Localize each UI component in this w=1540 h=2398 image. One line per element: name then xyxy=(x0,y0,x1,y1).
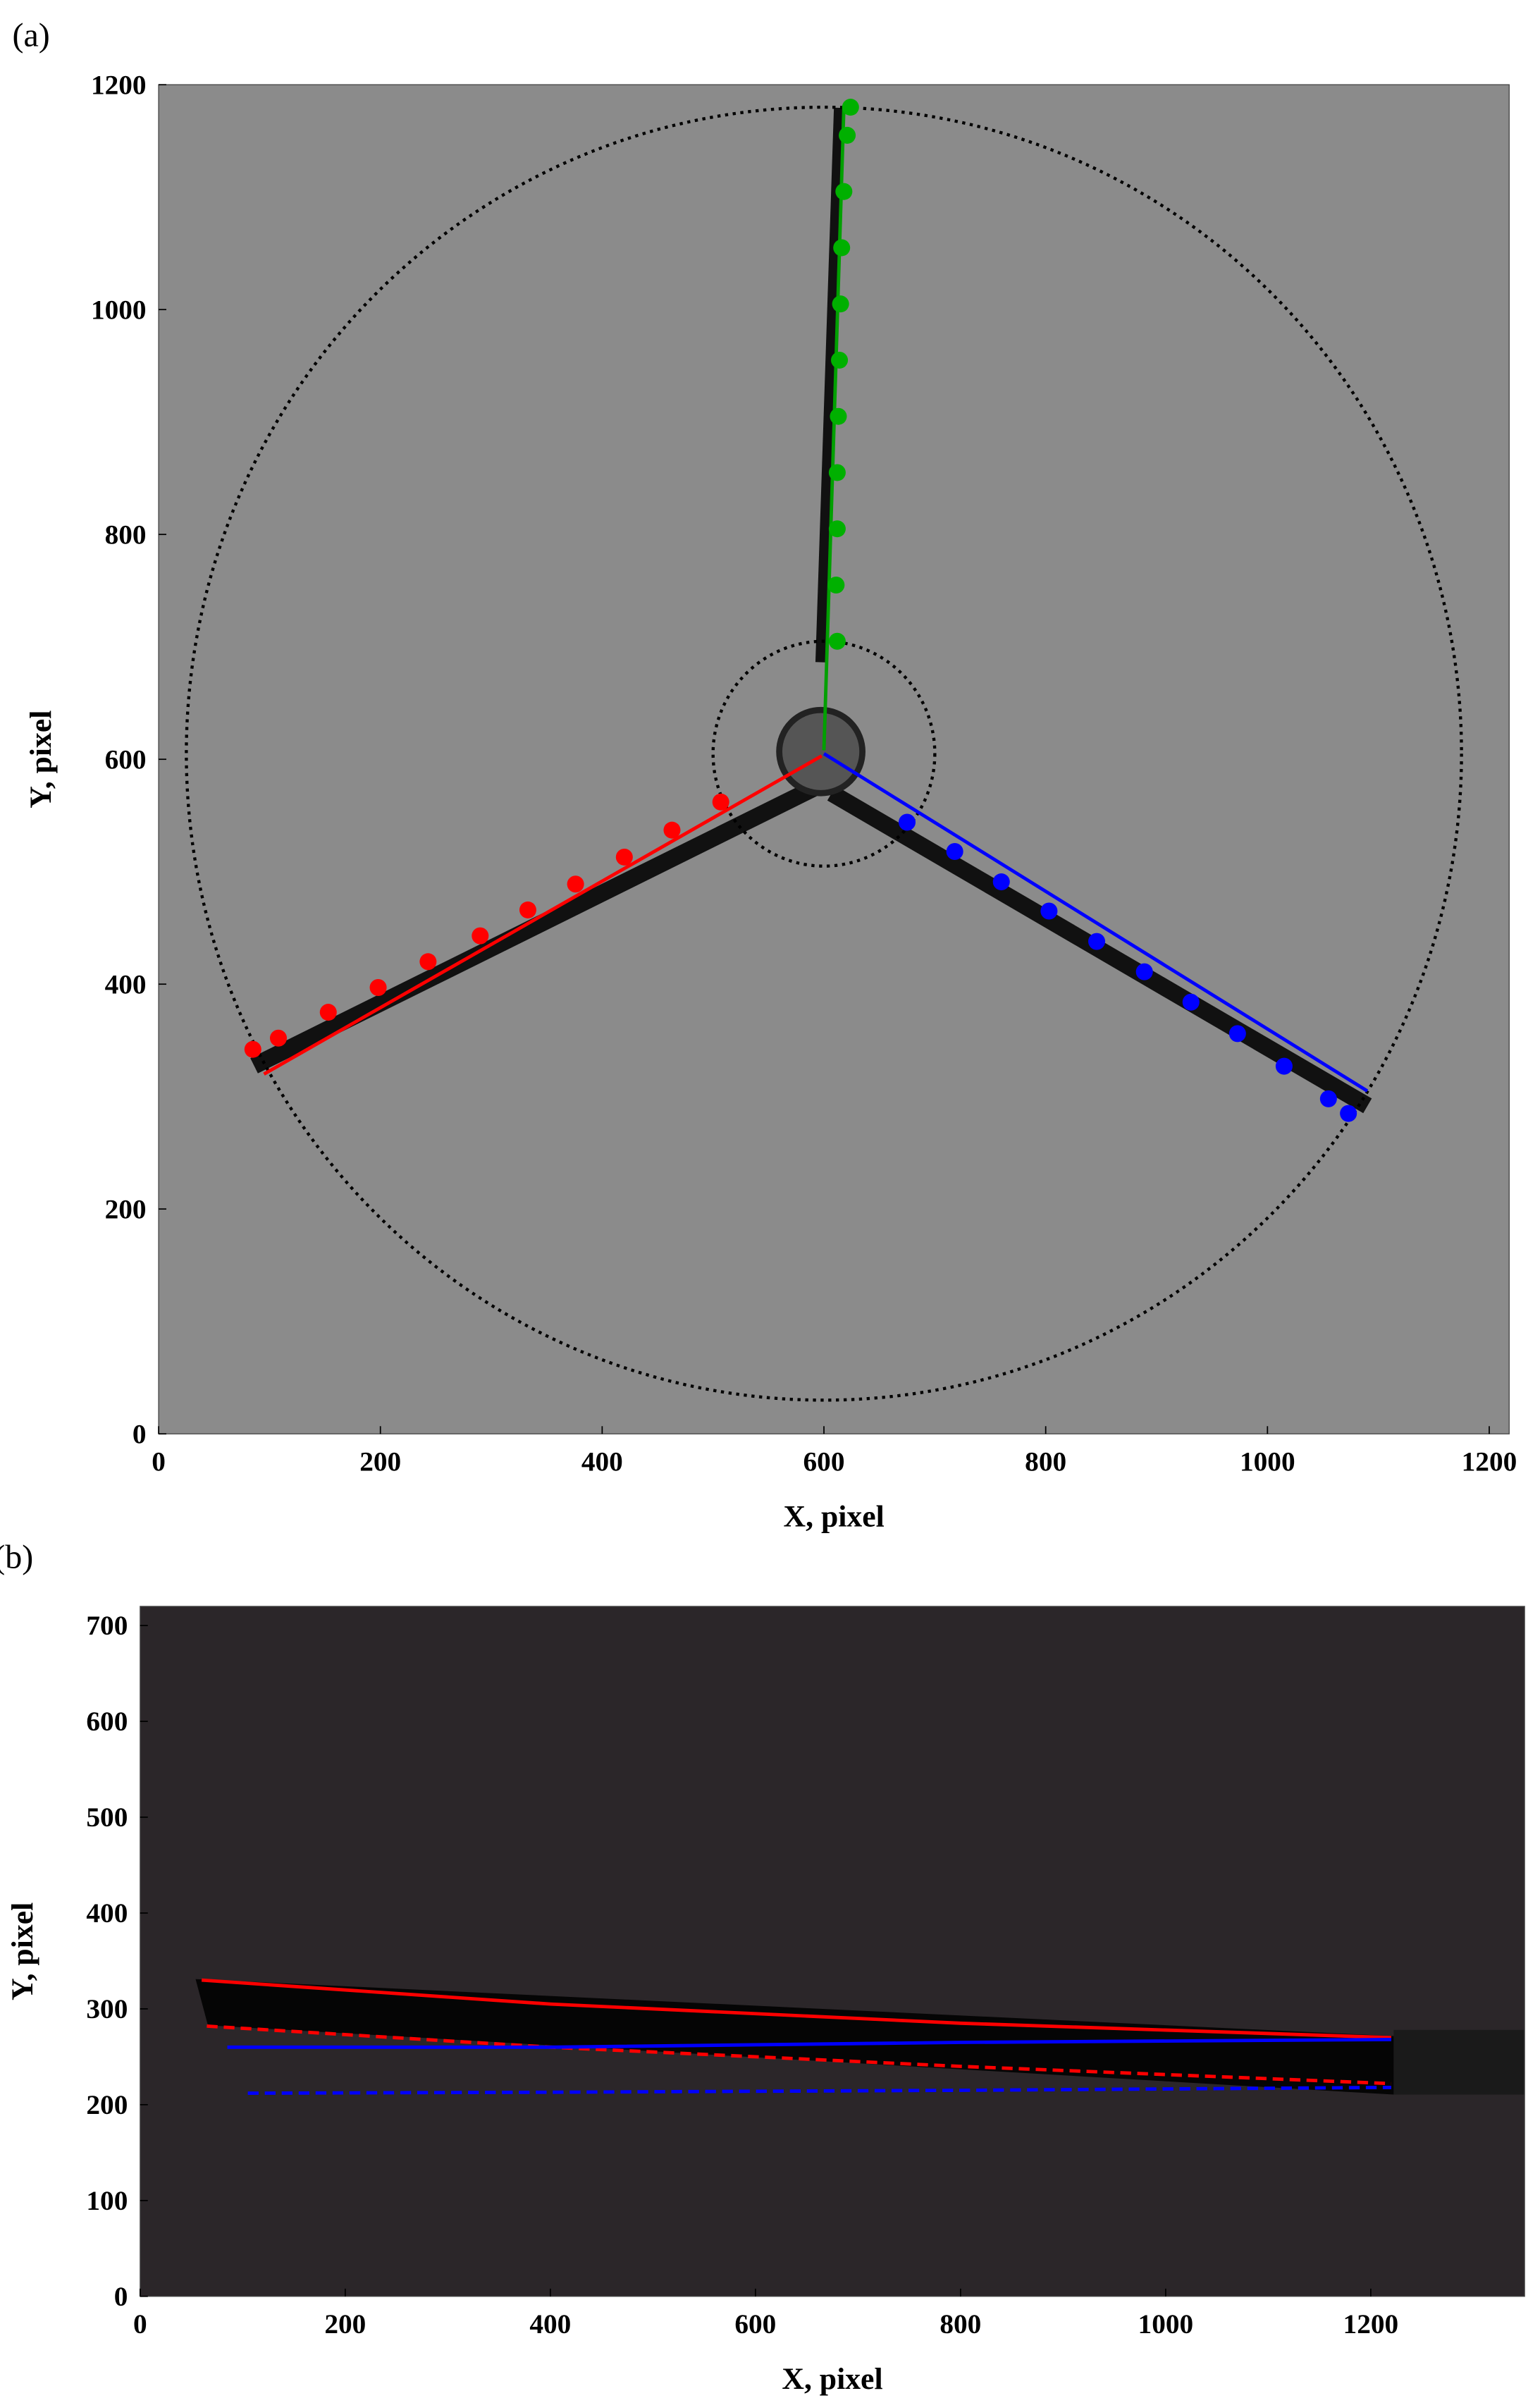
marker xyxy=(839,126,856,144)
x-tick-label: 400 xyxy=(529,2308,571,2339)
x-tick-label: 400 xyxy=(581,1446,623,1477)
marker xyxy=(828,632,846,650)
marker xyxy=(419,953,437,971)
marker xyxy=(567,875,584,893)
marker xyxy=(992,873,1010,891)
marker xyxy=(1340,1105,1357,1122)
marker xyxy=(1088,933,1106,950)
plot-frame xyxy=(140,1606,1525,2297)
marker xyxy=(828,520,846,538)
y-tick-label: 400 xyxy=(105,969,147,1000)
marker xyxy=(1228,1025,1246,1043)
marker xyxy=(712,793,729,811)
y-tick-label: 300 xyxy=(86,1993,128,2024)
y-axis-label: Y, pixel xyxy=(24,711,58,808)
marker xyxy=(830,407,847,425)
x-tick-label: 1000 xyxy=(1138,2308,1194,2339)
y-tick-label: 0 xyxy=(133,1418,147,1449)
x-tick-label: 0 xyxy=(133,2308,147,2339)
fit-line xyxy=(227,2038,1391,2049)
marker xyxy=(472,927,489,945)
fit-line xyxy=(822,106,846,751)
x-tick-label: 1200 xyxy=(1343,2308,1399,2339)
marker xyxy=(244,1040,261,1058)
marker xyxy=(1135,963,1153,980)
marker xyxy=(832,295,849,313)
marker xyxy=(319,1004,337,1021)
blade xyxy=(195,1979,1394,2095)
fit-line xyxy=(263,754,823,1076)
marker xyxy=(898,813,916,831)
fit-line xyxy=(207,2024,1392,2086)
x-tick-label: 200 xyxy=(324,2308,366,2339)
hub xyxy=(776,706,866,797)
marker xyxy=(1040,902,1058,920)
y-tick-label: 700 xyxy=(86,1610,128,1641)
x-tick-label: 0 xyxy=(152,1446,166,1477)
panel-label: (b) xyxy=(0,1538,33,1575)
blade xyxy=(827,785,1372,1114)
marker xyxy=(833,239,851,257)
y-tick-label: 200 xyxy=(86,2089,128,2120)
x-tick-label: 600 xyxy=(734,2308,776,2339)
photo-b xyxy=(140,1606,1525,2296)
panel-label: (a) xyxy=(12,17,49,54)
marker xyxy=(831,351,849,369)
x-axis-label: X, pixel xyxy=(782,2362,882,2396)
y-tick-label: 800 xyxy=(105,519,147,550)
x-tick-label: 800 xyxy=(940,2308,981,2339)
x-tick-label: 600 xyxy=(803,1446,845,1477)
y-tick-label: 500 xyxy=(86,1802,128,1833)
x-tick-label: 800 xyxy=(1025,1446,1066,1477)
y-tick-label: 100 xyxy=(86,2185,128,2216)
marker xyxy=(663,821,681,839)
y-tick-label: 200 xyxy=(105,1193,147,1224)
x-axis-label: X, pixel xyxy=(784,1499,885,1533)
boundary-circle xyxy=(711,639,937,868)
y-tick-label: 0 xyxy=(114,2281,128,2312)
x-tick-label: 1200 xyxy=(1462,1446,1517,1477)
marker xyxy=(1319,1090,1337,1107)
y-tick-label: 1200 xyxy=(91,69,147,100)
y-tick-label: 400 xyxy=(86,1898,128,1929)
marker xyxy=(615,848,633,866)
y-tick-label: 1000 xyxy=(91,294,147,325)
x-tick-label: 200 xyxy=(359,1446,401,1477)
x-tick-label: 1000 xyxy=(1240,1446,1295,1477)
y-tick-label: 600 xyxy=(86,1706,128,1737)
marker xyxy=(369,978,387,996)
marker xyxy=(827,576,845,594)
marker xyxy=(842,99,859,116)
marker xyxy=(1275,1057,1293,1075)
marker xyxy=(835,183,853,200)
y-tick-label: 600 xyxy=(105,744,147,775)
blade xyxy=(815,107,845,663)
marker xyxy=(946,842,963,861)
hub xyxy=(1393,2029,1525,2095)
marker xyxy=(828,464,846,481)
blade xyxy=(250,780,818,1074)
marker xyxy=(269,1029,287,1047)
fit-line xyxy=(201,1978,1392,2040)
marker xyxy=(1182,993,1200,1011)
marker xyxy=(519,901,536,918)
fit-line xyxy=(823,752,1369,1093)
photo-bg xyxy=(140,1606,1525,2296)
y-axis-label: Y, pixel xyxy=(6,1902,39,2000)
